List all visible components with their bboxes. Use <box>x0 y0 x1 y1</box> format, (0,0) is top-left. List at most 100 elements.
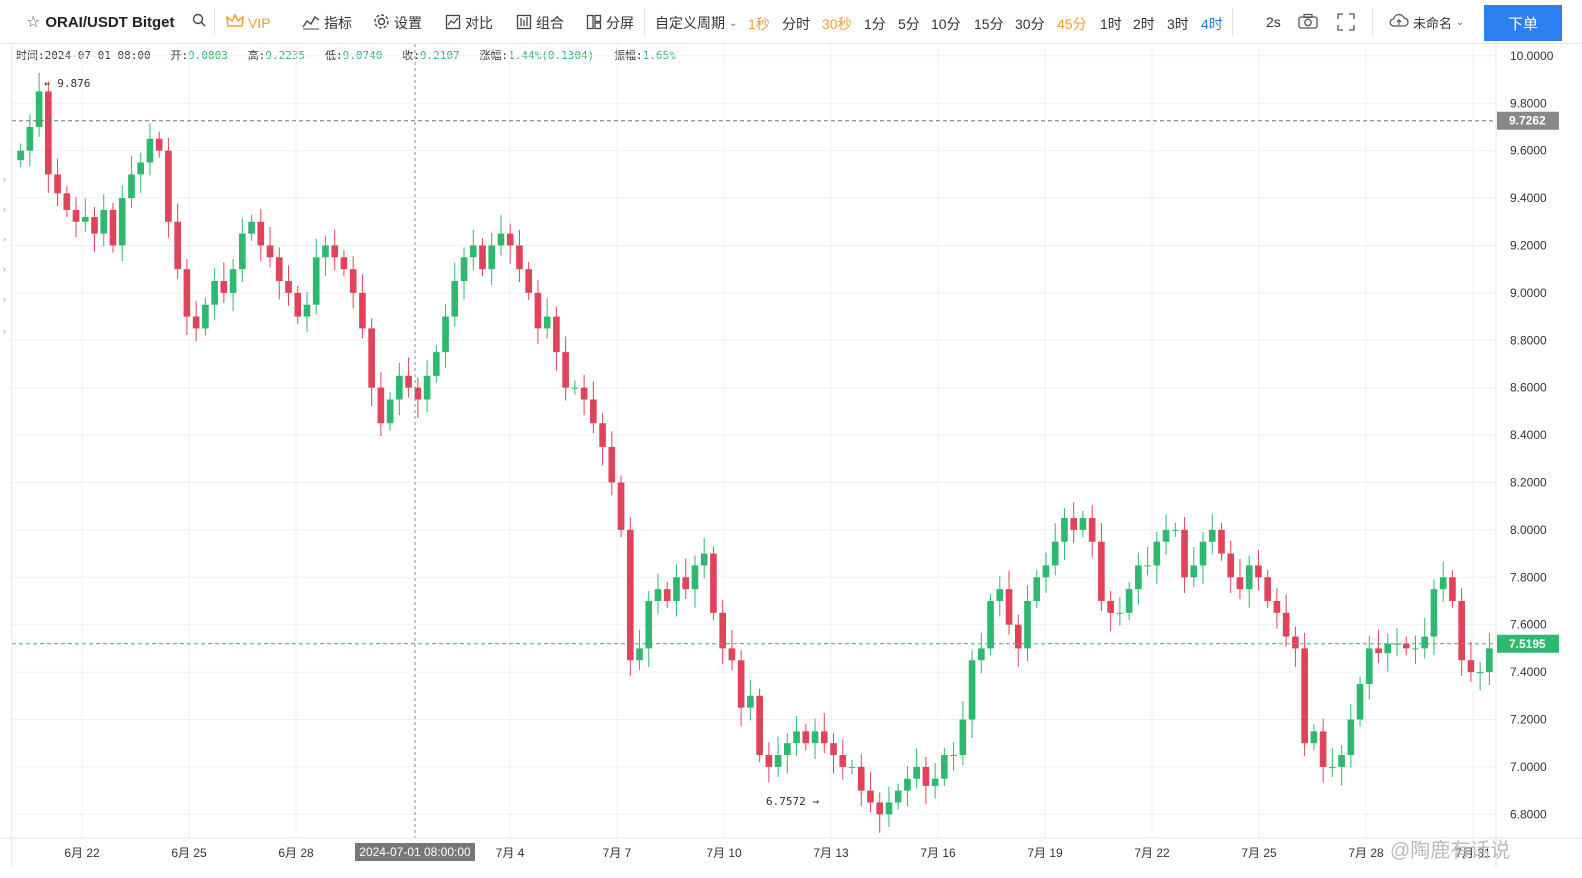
candle <box>599 413 606 466</box>
indicators-button[interactable]: 指标 <box>302 13 352 33</box>
tool-arrow-icon[interactable]: › <box>3 294 6 304</box>
custom-period-dropdown[interactable]: 自定义周期 ⌄ <box>655 13 737 33</box>
candle-body <box>848 766 856 768</box>
candle-body <box>700 553 708 566</box>
candle-body <box>128 174 135 199</box>
candle-body <box>1292 636 1299 649</box>
period-1秒[interactable]: 1秒 <box>748 16 770 32</box>
candle-body <box>146 138 154 163</box>
tool-arrow-icon[interactable]: › <box>3 204 6 214</box>
period-45分[interactable]: 45分 <box>1057 16 1087 32</box>
cloud-icon <box>1389 13 1409 32</box>
tool-arrow-icon[interactable]: › <box>3 234 6 244</box>
overlays-layer: 9.7262 7.5195 2024-07-01 08:00:00 ← 9.876 6.… <box>12 44 1559 861</box>
candle <box>756 688 763 763</box>
symbol-selector[interactable]: ☆ ORAI/USDT Bitget <box>26 12 175 32</box>
candle-body <box>460 257 468 282</box>
time-axis[interactable]: 6月 22 6月 25 6月 28 7月 4 7月 7 7月 10 7月 13 7月 16 7月… <box>0 837 1582 860</box>
time-tick-label: 7月 16 <box>920 846 956 860</box>
candle-body <box>229 269 237 293</box>
price-tick-label: 8.2000 <box>1510 475 1547 489</box>
candle-body <box>26 126 34 151</box>
period-1时[interactable]: 1时 <box>1100 16 1122 32</box>
candle-body <box>867 790 874 803</box>
candle <box>1449 570 1456 609</box>
tool-arrow-icon[interactable]: › <box>3 326 6 336</box>
price-tick-label: 9.6000 <box>1510 144 1547 158</box>
cloud-save-dropdown[interactable]: 未命名 ⌄ <box>1389 13 1464 32</box>
candle <box>155 131 163 158</box>
period-分时[interactable]: 分时 <box>782 16 810 32</box>
candle-body <box>645 600 653 649</box>
price-tick-label: 9.8000 <box>1510 96 1547 110</box>
settings-button[interactable]: 设置 <box>373 13 422 33</box>
candle <box>72 197 80 238</box>
search-icon[interactable] <box>192 13 206 27</box>
split-screen-button[interactable]: 分屏 <box>586 13 634 33</box>
candle-body <box>396 375 403 400</box>
candle <box>719 600 726 665</box>
candle-body <box>608 446 616 483</box>
candle <box>867 772 874 813</box>
period-4时[interactable]: 4时 <box>1201 16 1223 32</box>
period-30秒[interactable]: 30秒 <box>822 16 852 32</box>
tool-arrow-icon[interactable]: › <box>3 174 6 184</box>
candle <box>1292 626 1299 667</box>
period-30分[interactable]: 30分 <box>1015 16 1045 32</box>
tool-arrow-icon[interactable]: › <box>3 264 6 274</box>
candle <box>931 763 939 799</box>
symbol-label: ORAI/USDT Bitget <box>45 14 175 31</box>
refresh-interval[interactable]: 2s <box>1266 14 1281 30</box>
time-tick-label: 7月 13 <box>813 846 849 860</box>
candle-body <box>1273 600 1281 613</box>
period-3时[interactable]: 3时 <box>1167 16 1189 32</box>
candle <box>922 756 930 805</box>
candle-body <box>1329 766 1336 768</box>
candle-body <box>238 233 246 270</box>
candle <box>1476 662 1484 691</box>
candle <box>830 733 837 774</box>
candle-body <box>1181 529 1188 578</box>
chart-line-icon <box>302 14 320 33</box>
period-1分[interactable]: 1分 <box>864 16 886 32</box>
star-icon[interactable]: ☆ <box>26 14 41 31</box>
fullscreen-icon[interactable] <box>1337 13 1355 31</box>
chevron-down-icon: ⌄ <box>1456 17 1465 28</box>
combine-icon <box>516 14 532 33</box>
candle-body <box>257 221 265 246</box>
candle-body <box>959 719 967 756</box>
candle <box>1208 514 1216 555</box>
candle-body <box>17 150 24 161</box>
candle-body <box>331 245 339 258</box>
candle <box>1329 748 1336 777</box>
candle-body <box>183 269 191 317</box>
candle-body <box>1310 731 1318 744</box>
candle-body <box>1365 648 1373 684</box>
candle <box>728 629 736 671</box>
combine-button[interactable]: 组合 <box>516 13 564 33</box>
candle <box>497 215 505 256</box>
place-order-button[interactable]: 下单 <box>1484 5 1562 41</box>
candle-body <box>1079 518 1087 530</box>
candle-body <box>737 660 745 708</box>
candle <box>1310 724 1318 751</box>
candle <box>312 238 320 315</box>
candle-body <box>553 316 560 353</box>
price-axis[interactable]: 10.0000 9.8000 9.6000 9.4000 9.2000 9.0000 8.8… <box>1495 44 1554 868</box>
candle <box>904 765 911 807</box>
time-tick-label: 7月 7 <box>603 846 632 860</box>
drawing-tools-strip[interactable]: › › › › › › <box>0 44 12 868</box>
period-15分[interactable]: 15分 <box>974 16 1004 32</box>
candle <box>1458 588 1465 676</box>
camera-icon[interactable] <box>1298 13 1318 29</box>
candlestick-chart[interactable]: 9.7262 7.5195 2024-07-01 08:00:00 ← 9.876 6.… <box>0 44 1582 868</box>
candle-body <box>590 399 597 424</box>
period-10分[interactable]: 10分 <box>931 16 961 32</box>
candle <box>1107 591 1114 632</box>
candle <box>516 229 523 282</box>
period-2时[interactable]: 2时 <box>1133 16 1155 32</box>
candle-body <box>1144 565 1151 567</box>
vip-button[interactable]: VIP <box>226 13 271 32</box>
period-5分[interactable]: 5分 <box>898 16 920 32</box>
compare-button[interactable]: 对比 <box>445 13 493 33</box>
